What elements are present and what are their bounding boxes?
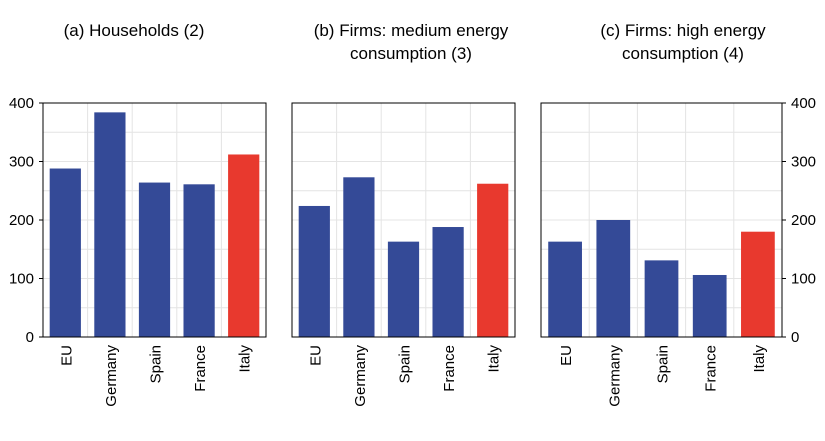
bar-spain — [644, 260, 679, 337]
panel-title: (a) Households (2) — [64, 21, 205, 40]
y-tick-label: 100 — [9, 271, 34, 288]
category-label: Italy — [486, 345, 503, 373]
category-label: Spain — [397, 345, 414, 383]
bar-france — [432, 227, 464, 337]
bar-germany — [94, 112, 126, 337]
y-tick-label: 300 — [9, 154, 34, 171]
bar-italy — [228, 154, 260, 337]
bar-france — [692, 274, 727, 337]
bar-italy — [477, 183, 509, 337]
category-label: Germany — [103, 345, 120, 407]
bar-eu — [49, 168, 81, 337]
category-label: France — [703, 345, 720, 392]
category-label: Germany — [352, 345, 369, 407]
panel-title: consumption (4) — [622, 44, 744, 63]
chart-panel-1: EU Germany Spain France Italy (b) Firms: medi… — [291, 21, 516, 407]
category-label: Spain — [655, 345, 672, 383]
chart-panel-0: EU Germany Spain France Italy 0 100 200 300 400 (a… — [9, 21, 267, 407]
bar-germany — [596, 220, 631, 337]
bar-italy — [741, 231, 775, 337]
bar-germany — [343, 177, 375, 337]
bar-france — [183, 184, 215, 337]
category-label: France — [192, 345, 209, 392]
category-label: Italy — [751, 345, 768, 373]
bar-eu — [298, 205, 330, 337]
category-label: EU — [307, 345, 324, 366]
y-tick-label: 400 — [791, 95, 816, 112]
plot-frame — [291, 102, 516, 338]
chart-panel-2: EU Germany Spain France Italy 0 100 200 300 400 (c… — [540, 21, 816, 407]
bar-spain — [387, 241, 420, 337]
panel-title: (b) Firms: medium energy — [314, 21, 509, 40]
y-tick-label: 300 — [791, 154, 816, 171]
panel-title: consumption (3) — [350, 44, 472, 63]
y-tick-label: 200 — [791, 212, 816, 229]
panel-title: (c) Firms: high energy — [600, 21, 766, 40]
category-label: France — [441, 345, 458, 392]
category-label: Spain — [148, 345, 165, 383]
category-label: EU — [58, 345, 75, 366]
category-label: EU — [558, 345, 575, 366]
y-tick-label: 100 — [791, 271, 816, 288]
y-tick-label: 0 — [791, 329, 799, 346]
y-tick-label: 200 — [9, 212, 34, 229]
bar-spain — [138, 182, 171, 337]
category-label: Germany — [606, 345, 623, 407]
category-label: Italy — [237, 345, 254, 373]
y-tick-label: 0 — [26, 329, 34, 346]
bar-eu — [548, 241, 582, 337]
y-tick-label: 400 — [9, 95, 34, 112]
